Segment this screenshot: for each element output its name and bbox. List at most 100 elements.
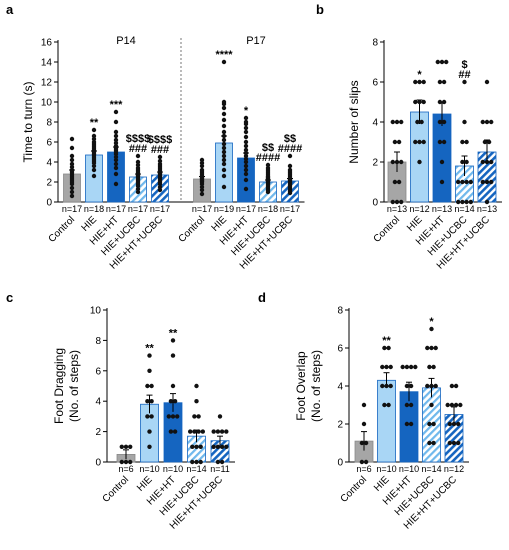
data-point <box>243 125 249 131</box>
data-point <box>287 163 293 169</box>
data-point <box>221 99 227 105</box>
data-point <box>175 414 180 419</box>
y-tick-label: 6 <box>46 138 52 149</box>
data-point <box>437 79 443 85</box>
data-point <box>157 158 163 164</box>
data-point <box>123 459 129 465</box>
data-point <box>69 185 75 191</box>
bar <box>410 111 429 203</box>
n-label: n=13 <box>477 204 497 214</box>
data-point <box>69 157 75 163</box>
data-point <box>427 440 432 446</box>
data-point <box>480 119 485 125</box>
data-point <box>392 179 398 185</box>
data-point <box>404 421 410 427</box>
data-point <box>219 459 225 465</box>
data-point <box>243 167 249 173</box>
significance-label: ** <box>169 327 178 339</box>
data-point <box>417 159 422 165</box>
y-tick-label: 8 <box>95 336 101 347</box>
data-point <box>388 383 393 389</box>
data-point <box>221 167 227 173</box>
data-point <box>408 421 414 427</box>
data-point <box>421 79 426 85</box>
data-point <box>384 383 389 389</box>
significance-label: ** <box>90 117 99 129</box>
data-point <box>390 119 395 125</box>
data-point <box>149 399 154 404</box>
data-point <box>243 143 249 149</box>
data-point <box>489 159 494 165</box>
y-tick-label: 4 <box>337 382 343 393</box>
data-point <box>386 345 391 351</box>
data-point <box>199 157 205 163</box>
data-point <box>135 159 141 165</box>
data-point <box>188 429 193 434</box>
significance-label: ### <box>129 143 147 155</box>
n-label: n=17 <box>106 204 126 214</box>
data-point <box>386 402 391 408</box>
data-point <box>486 139 492 145</box>
y-tick-label: 8 <box>46 118 52 129</box>
significance-label: * <box>429 316 434 328</box>
n-label: n=10 <box>163 464 183 474</box>
data-point <box>243 163 249 169</box>
n-label: n=19 <box>214 204 234 214</box>
data-point <box>170 353 176 358</box>
significance-label: * <box>244 105 249 117</box>
data-point <box>172 399 178 404</box>
data-point <box>444 59 449 65</box>
data-point <box>91 167 97 173</box>
n-label: n=13 <box>432 204 452 214</box>
data-point <box>113 133 119 139</box>
data-point <box>69 153 75 159</box>
data-point <box>460 199 465 205</box>
n-label: n=17 <box>280 204 300 214</box>
data-point <box>408 383 414 389</box>
data-point <box>437 99 443 105</box>
data-point <box>429 345 434 351</box>
data-point <box>194 399 199 404</box>
data-point <box>419 119 424 125</box>
x-tick-label: HIE <box>135 474 155 494</box>
data-point <box>484 179 490 185</box>
data-point <box>400 364 405 370</box>
data-point <box>408 364 414 370</box>
data-point <box>449 383 455 389</box>
data-point <box>363 440 369 446</box>
data-point <box>453 402 459 408</box>
data-point <box>394 199 400 205</box>
data-point <box>464 139 469 145</box>
y-tick-label: 2 <box>372 158 378 169</box>
data-point <box>396 179 402 185</box>
data-point <box>243 115 249 121</box>
data-point <box>417 139 422 145</box>
data-point <box>431 364 436 370</box>
significance-label: ## <box>458 69 470 81</box>
data-point <box>69 193 75 199</box>
significance-label: #### <box>278 143 302 155</box>
data-point <box>91 127 97 133</box>
significance-label: **** <box>215 49 233 61</box>
data-point <box>170 414 176 419</box>
y-tick-label: 4 <box>372 118 378 129</box>
data-point <box>221 137 227 143</box>
data-point <box>408 402 414 408</box>
data-point <box>441 139 447 145</box>
data-point <box>145 399 150 404</box>
data-point <box>243 139 249 145</box>
data-point <box>484 199 490 205</box>
data-point <box>221 184 227 190</box>
data-point <box>147 368 152 373</box>
data-point <box>404 364 410 370</box>
data-point <box>429 383 434 389</box>
data-point <box>113 137 119 143</box>
data-point <box>149 383 154 389</box>
x-tick-label: Control <box>47 214 78 245</box>
data-point <box>221 105 227 111</box>
n-label: n=10 <box>376 464 396 474</box>
